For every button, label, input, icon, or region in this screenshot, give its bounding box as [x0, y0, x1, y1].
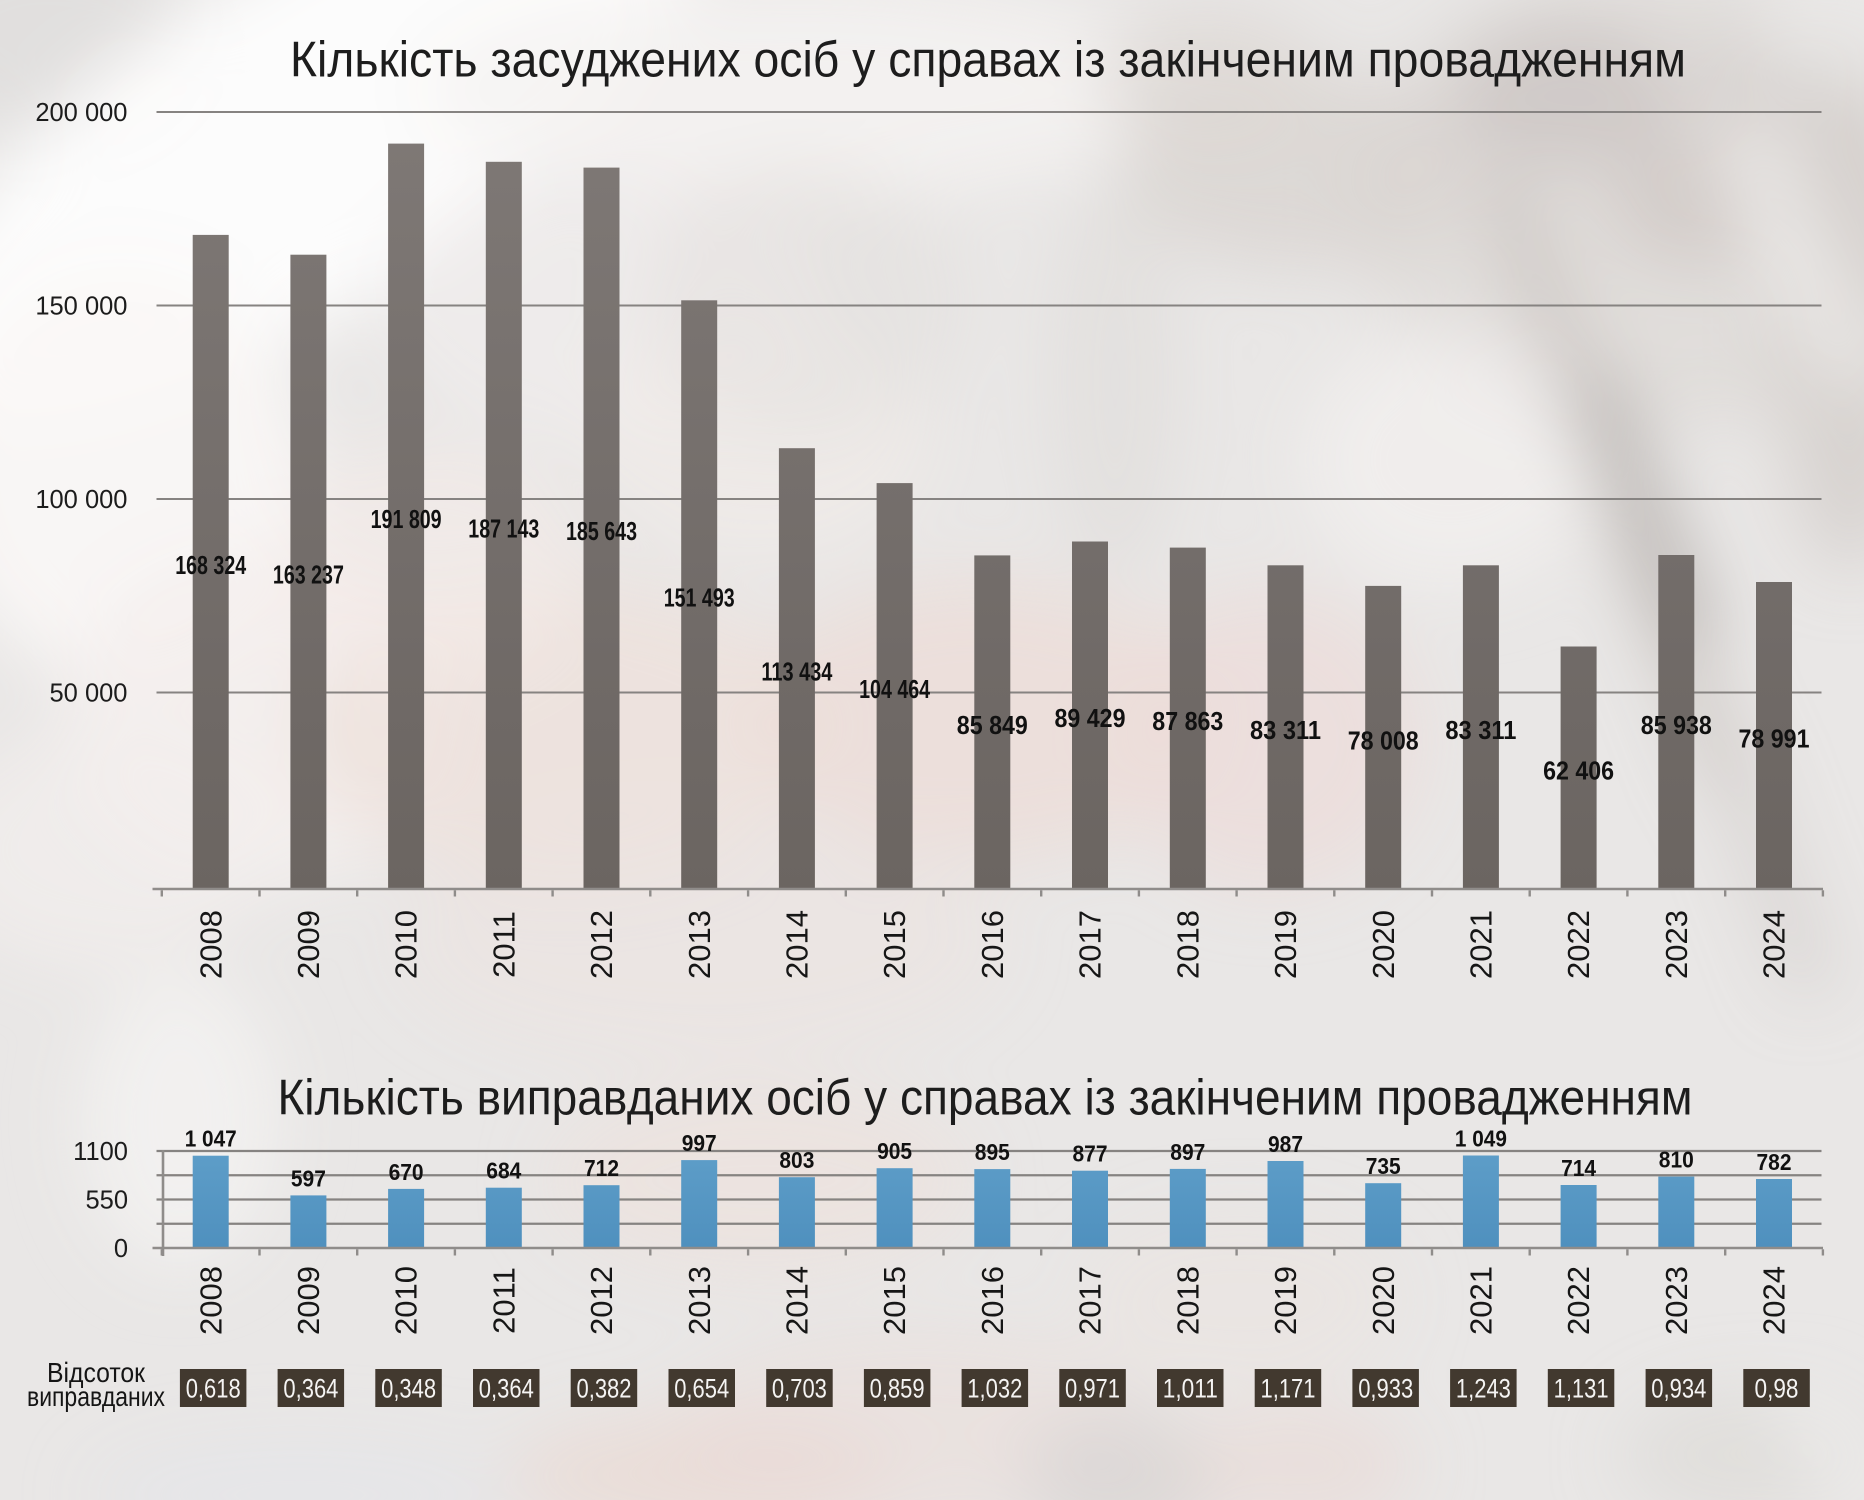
svg-text:714: 714: [1561, 1155, 1596, 1181]
svg-text:185 643: 185 643: [566, 516, 637, 546]
svg-text:2020: 2020: [1366, 1266, 1401, 1335]
svg-text:2017: 2017: [1073, 1266, 1108, 1335]
svg-text:597: 597: [291, 1165, 326, 1191]
svg-text:78 991: 78 991: [1739, 723, 1810, 753]
svg-text:113 434: 113 434: [761, 657, 832, 687]
svg-text:200 000: 200 000: [35, 99, 127, 127]
svg-text:0,859: 0,859: [870, 1374, 925, 1404]
svg-text:Кількість виправданих осіб у с: Кількість виправданих осіб у справах із …: [278, 1070, 1693, 1126]
svg-text:87 863: 87 863: [1152, 706, 1223, 736]
svg-text:2010: 2010: [389, 910, 424, 979]
svg-text:0,382: 0,382: [577, 1374, 632, 1404]
svg-text:803: 803: [779, 1147, 814, 1173]
svg-text:виправданих: виправданих: [27, 1381, 165, 1412]
svg-text:2023: 2023: [1659, 910, 1694, 979]
svg-text:2024: 2024: [1757, 1266, 1792, 1335]
svg-text:191 809: 191 809: [371, 504, 442, 534]
svg-text:2019: 2019: [1268, 910, 1303, 979]
svg-text:895: 895: [975, 1139, 1010, 1165]
svg-text:85 938: 85 938: [1641, 710, 1712, 740]
svg-text:2014: 2014: [780, 910, 815, 979]
svg-text:0,703: 0,703: [772, 1374, 827, 1404]
svg-text:0: 0: [114, 1235, 128, 1263]
svg-text:712: 712: [584, 1155, 619, 1181]
svg-text:877: 877: [1073, 1141, 1108, 1167]
svg-text:2023: 2023: [1659, 1266, 1694, 1335]
svg-text:2018: 2018: [1170, 910, 1205, 979]
svg-text:62 406: 62 406: [1543, 756, 1614, 786]
svg-text:1,131: 1,131: [1554, 1374, 1609, 1404]
svg-text:2012: 2012: [584, 910, 619, 979]
svg-text:2011: 2011: [486, 1267, 521, 1334]
svg-text:2008: 2008: [193, 910, 228, 979]
svg-text:163 237: 163 237: [273, 560, 344, 590]
svg-text:684: 684: [486, 1158, 521, 1184]
svg-text:1,171: 1,171: [1261, 1374, 1316, 1404]
svg-text:1 047: 1 047: [185, 1126, 237, 1152]
svg-text:1 049: 1 049: [1455, 1125, 1507, 1151]
svg-text:670: 670: [389, 1159, 424, 1185]
svg-text:2017: 2017: [1073, 910, 1108, 979]
svg-text:782: 782: [1757, 1149, 1792, 1175]
svg-text:2016: 2016: [975, 1266, 1010, 1335]
svg-text:0,933: 0,933: [1358, 1374, 1413, 1404]
svg-text:83 311: 83 311: [1250, 715, 1321, 745]
svg-text:2009: 2009: [291, 910, 326, 979]
svg-text:810: 810: [1659, 1147, 1694, 1173]
svg-text:2015: 2015: [877, 910, 912, 979]
svg-text:0,364: 0,364: [283, 1374, 338, 1404]
svg-text:2010: 2010: [389, 1266, 424, 1335]
svg-text:83 311: 83 311: [1445, 715, 1516, 745]
svg-text:85 849: 85 849: [957, 710, 1028, 740]
svg-text:151 493: 151 493: [664, 583, 735, 613]
svg-text:735: 735: [1366, 1153, 1401, 1179]
svg-text:0,98: 0,98: [1755, 1374, 1799, 1404]
svg-text:89 429: 89 429: [1055, 703, 1126, 733]
svg-text:2016: 2016: [975, 910, 1010, 979]
svg-text:187 143: 187 143: [468, 513, 539, 543]
svg-text:100 000: 100 000: [35, 486, 127, 514]
svg-text:897: 897: [1170, 1139, 1205, 1165]
svg-text:2014: 2014: [780, 1266, 815, 1335]
svg-text:2008: 2008: [193, 1266, 228, 1335]
svg-text:2022: 2022: [1561, 1266, 1596, 1335]
svg-text:987: 987: [1268, 1131, 1303, 1157]
svg-text:997: 997: [682, 1130, 717, 1156]
svg-text:1,243: 1,243: [1456, 1374, 1511, 1404]
svg-text:2024: 2024: [1757, 910, 1792, 979]
svg-text:905: 905: [877, 1138, 912, 1164]
svg-text:2009: 2009: [291, 1266, 326, 1335]
svg-text:78 008: 78 008: [1348, 725, 1419, 755]
svg-text:2012: 2012: [584, 1266, 619, 1335]
svg-text:2013: 2013: [682, 1266, 717, 1335]
svg-text:2021: 2021: [1464, 1266, 1499, 1335]
svg-text:2011: 2011: [486, 911, 521, 978]
svg-text:1100: 1100: [73, 1138, 128, 1166]
svg-text:0,348: 0,348: [381, 1374, 436, 1404]
svg-text:2021: 2021: [1464, 910, 1499, 979]
svg-text:1,011: 1,011: [1163, 1374, 1218, 1404]
svg-text:0,971: 0,971: [1065, 1374, 1120, 1404]
svg-text:0,654: 0,654: [674, 1374, 729, 1404]
svg-text:2013: 2013: [682, 910, 717, 979]
svg-text:50 000: 50 000: [50, 679, 128, 707]
svg-text:0,364: 0,364: [479, 1374, 534, 1404]
svg-text:2022: 2022: [1561, 910, 1596, 979]
svg-text:550: 550: [85, 1186, 128, 1214]
svg-text:2020: 2020: [1366, 910, 1401, 979]
svg-text:2015: 2015: [877, 1266, 912, 1335]
svg-text:1,032: 1,032: [967, 1374, 1022, 1404]
svg-text:0,618: 0,618: [186, 1374, 241, 1404]
svg-text:2018: 2018: [1170, 1266, 1205, 1335]
svg-text:168 324: 168 324: [175, 550, 246, 580]
svg-text:Відсоток: Відсоток: [47, 1357, 146, 1388]
svg-text:Кількість засуджених осіб у сп: Кількість засуджених осіб у справах із з…: [290, 32, 1686, 88]
svg-text:2019: 2019: [1268, 1266, 1303, 1335]
svg-text:0,934: 0,934: [1651, 1374, 1706, 1404]
svg-text:150 000: 150 000: [35, 292, 127, 320]
svg-text:104 464: 104 464: [859, 674, 930, 704]
